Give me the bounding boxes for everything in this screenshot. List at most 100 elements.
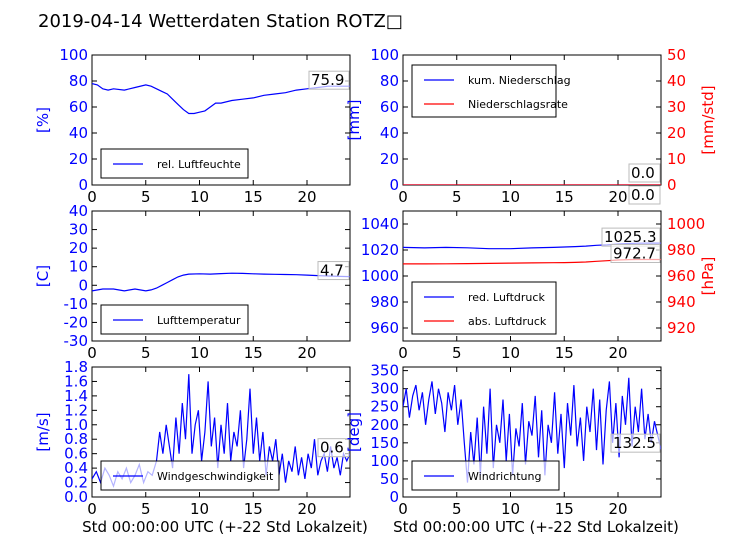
y-tick-label: 20 [69,150,88,168]
legend: kum. Niederschlag Niederschlagsrate [411,64,571,118]
legend-box [411,64,557,118]
x-tick-label: 0 [87,188,97,206]
legend: rel. Luftfeuchte [100,148,249,179]
latest-value-label: 4.7 [320,262,344,280]
x-tick-label: 0 [87,344,97,362]
x-tick-label: 15 [244,500,263,518]
x-tick-label: 15 [555,500,574,518]
chart-panel-1: 0 5 10 15 20 0 20 40 60 80 100 [%] 75.9 rel. Luftfeuc… [34,46,351,206]
y-tick-label: 0 [78,276,88,294]
legend: Windrichtung [411,460,560,491]
y-tick-label: 0.8 [64,430,88,448]
y-tick-label: 300 [370,380,399,398]
legend: Lufttemperatur [100,304,249,335]
y-tick-label: 0.0 [64,488,88,506]
legend-label: Niederschlagsrate [468,98,568,111]
x-tick-label: 20 [297,344,316,362]
y-tick-label: 20 [69,239,88,257]
legend-label: rel. Luftfeuchte [157,158,241,171]
y-right-tick-label: 20 [667,124,686,142]
x-tick-label: 0 [398,344,408,362]
y-tick-label: 1.0 [64,416,88,434]
latest-value-box [610,433,661,453]
x-tick-label: 5 [141,188,151,206]
y-right-tick-label: 960 [667,267,696,285]
y-axis-label: [%] [34,107,52,133]
y-tick-label: -20 [64,313,89,331]
y-tick-label: 1040 [361,215,399,233]
x-axis-label: Std 00:00:00 UTC (+-22 Std Lokalzeit) [82,518,368,536]
y-tick-label: 150 [370,434,399,452]
y-tick-label: 100 [370,452,399,470]
x-tick-label: 5 [452,344,462,362]
y-right-tick-label: 1000 [667,215,705,233]
x-tick-label: 20 [297,500,316,518]
y-tick-label: 0.2 [64,474,88,492]
legend-box [411,281,557,335]
x-tick-label: 10 [190,344,209,362]
y-right-tick-label: 40 [667,72,686,90]
y-tick-label: 250 [370,398,399,416]
legend-label: Windrichtung [468,470,541,483]
latest-value-box [610,243,661,263]
y-tick-label: 60 [380,98,399,116]
y-tick-label: 350 [370,362,399,380]
y-tick-label: 0 [389,176,399,194]
x-tick-label: 20 [297,188,316,206]
x-tick-label: 15 [555,344,574,362]
y-tick-label: 100 [370,46,399,64]
y-right-tick-label: 980 [667,241,696,259]
x-tick-label: 15 [555,188,574,206]
x-tick-label: 5 [141,344,151,362]
chart-panel-2: 0 5 10 15 20 0 20 40 60 80 100 0 10 20 30 40 50 [mm] [mm/s… [345,46,717,206]
latest-value-box [628,163,661,183]
x-tick-label: 5 [452,500,462,518]
y-axis-label: [m/s] [34,412,52,451]
x-tick-label: 5 [452,188,462,206]
y-tick-label: 0 [78,176,88,194]
y-tick-label: 40 [69,124,88,142]
legend-label: red. Luftdruck [468,291,545,304]
x-tick-label: 20 [608,500,627,518]
x-tick-label: 10 [501,500,520,518]
y-axis-label: [deg] [345,412,363,452]
y-tick-label: 1.8 [64,358,88,376]
legend-label: Lufttemperatur [157,314,241,327]
x-tick-label: 10 [501,188,520,206]
latest-value-label: 75.9 [311,71,344,89]
x-tick-label: 20 [608,344,627,362]
x-tick-label: 5 [141,500,151,518]
y-tick-label: 60 [69,98,88,116]
y-right-tick-label: 30 [667,98,686,116]
y-tick-label: 100 [59,46,88,64]
y-right-axis-label: [mm/std] [699,85,717,154]
y-right-tick-label: 10 [667,150,686,168]
y-tick-label: 1.4 [64,387,88,405]
y-tick-label: 30 [69,221,88,239]
latest-value-label: 0.0 [631,164,655,182]
y-tick-label: 0 [389,488,399,506]
x-tick-label: 0 [398,188,408,206]
x-tick-label: 10 [501,344,520,362]
y-tick-label: 960 [370,319,399,337]
figure-title: 2019-04-14 Wetterdaten Station ROTZ□ [38,11,403,32]
x-tick-label: 15 [244,188,263,206]
latest-value-label: 132.5 [613,434,656,452]
y-tick-label: 200 [370,416,399,434]
y-tick-label: 1.6 [64,372,88,390]
y-axis-label: [C] [34,265,52,287]
latest-value-box [317,261,350,281]
y-tick-label: -10 [64,295,89,313]
y-tick-label: 0.4 [64,459,88,477]
y-right-tick-label: 0 [667,176,677,194]
y-axis-label: [mm] [345,100,363,141]
chart-panel-5: 0 5 10 15 200.00.20.40.60.81.01.21.41.61.8[m… [34,358,368,536]
x-tick-label: 10 [190,188,209,206]
y-tick-label: 50 [380,470,399,488]
series-line-lufttemperatur [92,272,350,292]
x-tick-label: 15 [244,344,263,362]
y-tick-label: 10 [69,258,88,276]
